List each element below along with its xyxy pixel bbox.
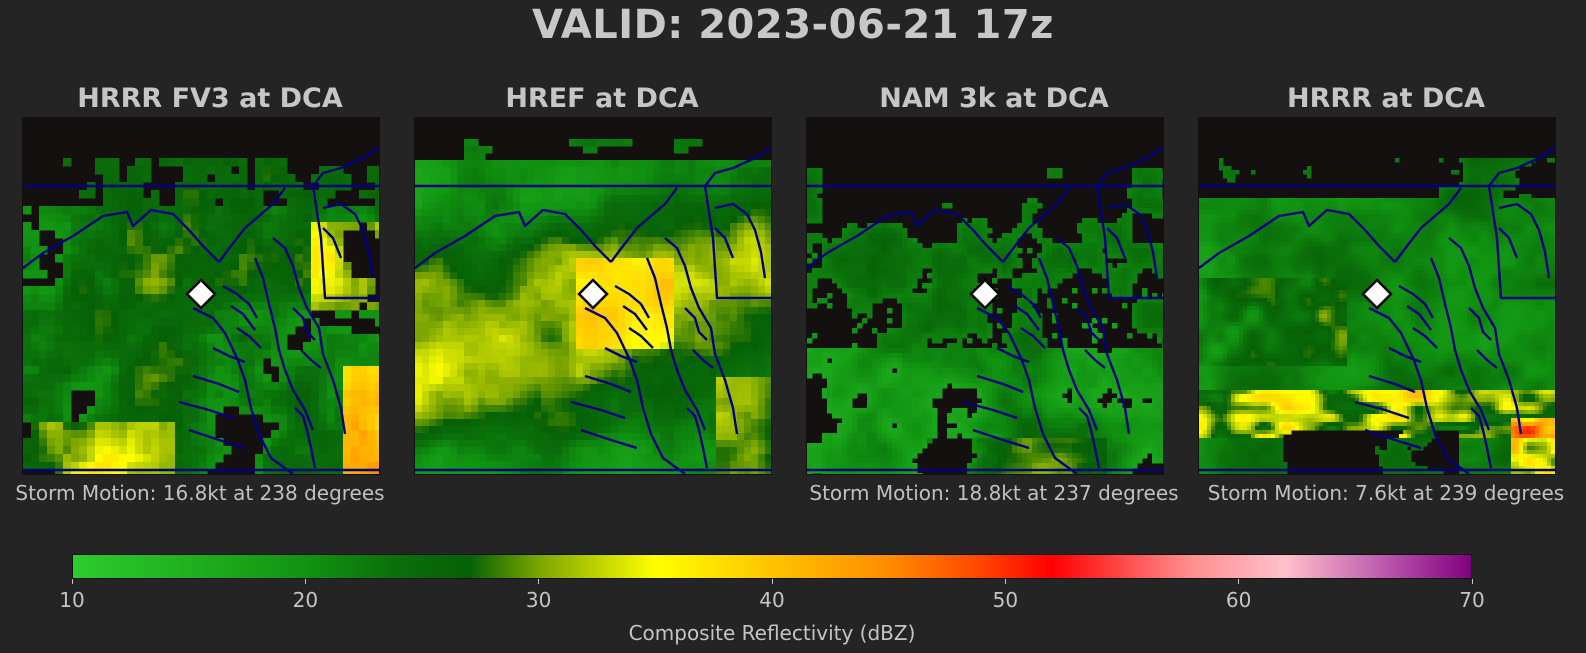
storm-motion-label: Storm Motion: 18.8kt at 237 degrees <box>809 481 1179 505</box>
colorbar-tick-mark <box>1238 579 1240 584</box>
geographic-boundaries <box>23 146 379 474</box>
reflectivity-field <box>23 158 379 474</box>
panel-title: NAM 3k at DCA <box>879 83 1109 114</box>
reflectivity-field <box>807 168 1163 474</box>
reflectivity-map[interactable] <box>806 117 1164 475</box>
geographic-boundaries <box>415 146 771 474</box>
colorbar-tick-mark <box>1004 579 1006 584</box>
colorbar-tick-label: 50 <box>992 588 1019 612</box>
page-title: VALID: 2023-06-21 17z <box>532 2 1054 48</box>
reflectivity-map[interactable] <box>1198 117 1556 475</box>
colorbar-tick-label: 30 <box>525 588 552 612</box>
map-panel-hrrr: HRRR at DCA Storm Motion: 7.6kt at 239 d… <box>1176 80 1586 520</box>
colorbar-tick-label: 10 <box>59 588 85 612</box>
colorbar-tick-mark <box>771 579 773 584</box>
dca-station-marker-icon <box>1361 278 1393 310</box>
colorbar-tick-label: 60 <box>1225 588 1252 612</box>
colorbar <box>72 554 1472 579</box>
map-panel-nam-3k: NAM 3k at DCA Storm Motion: 18.8kt at 23… <box>784 80 1204 520</box>
reflectivity-field <box>1199 158 1555 474</box>
colorbar-tick-mark <box>1471 579 1473 584</box>
reflectivity-map[interactable] <box>414 117 772 475</box>
storm-motion-label: Storm Motion: 7.6kt at 239 degrees <box>1207 481 1565 505</box>
colorbar-tick-label: 70 <box>1459 588 1485 612</box>
geographic-boundaries <box>807 146 1163 474</box>
colorbar-tick-mark <box>304 579 306 584</box>
dca-station-marker-icon <box>185 278 217 310</box>
dca-station-marker-icon <box>969 278 1001 310</box>
storm-motion-label: Storm Motion: 16.8kt at 238 degrees <box>15 481 385 505</box>
panel-title: HRRR FV3 at DCA <box>77 83 343 114</box>
map-panel-hrrr-fv3: HRRR FV3 at DCA Storm Motion: 16.8kt at … <box>0 80 420 520</box>
geographic-boundaries <box>1199 146 1555 474</box>
dca-station-marker-icon <box>577 278 609 310</box>
colorbar-tick-label: 40 <box>759 588 785 612</box>
colorbar-tick-mark <box>538 579 540 584</box>
map-panel-href: HREF at DCA <box>392 80 812 520</box>
reflectivity-map[interactable] <box>22 117 380 475</box>
colorbar-label: Composite Reflectivity (dBZ) <box>628 621 916 645</box>
panel-title: HRRR at DCA <box>1286 83 1486 114</box>
panel-title: HREF at DCA <box>505 83 699 114</box>
colorbar-tick-label: 20 <box>292 588 319 612</box>
colorbar-tick-mark <box>71 579 73 584</box>
